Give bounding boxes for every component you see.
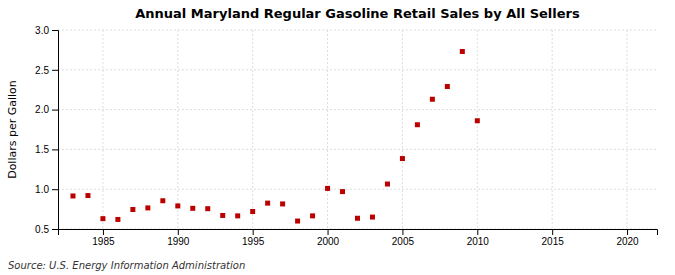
x-axis-tick: 2015 bbox=[542, 229, 565, 247]
annotation: Source: U.S. Energy Information Administ… bbox=[8, 260, 245, 271]
y-axis-tick-label: 1.0 bbox=[35, 184, 49, 195]
point bbox=[265, 201, 270, 206]
grid-line-x bbox=[627, 30, 628, 229]
y-axis-tick: 2.0 bbox=[35, 104, 58, 115]
x-axis-tick-label: 1990 bbox=[167, 236, 190, 247]
point bbox=[220, 213, 225, 218]
x-axis-tick: 2005 bbox=[392, 229, 415, 247]
x-axis-tick-mark bbox=[402, 229, 403, 235]
x-axis-tick: 1990 bbox=[167, 229, 190, 247]
x-axis-tick: 2020 bbox=[616, 229, 639, 247]
y-axis-tick-label: 0.5 bbox=[35, 224, 49, 235]
x-axis-tick-label: 2010 bbox=[467, 236, 490, 247]
x-axis-tick-mark bbox=[253, 229, 254, 235]
y-axis-tick-mark bbox=[52, 110, 58, 111]
x-axis: 1985 1990 1995 2000 2005 2010 2015 2020 bbox=[59, 229, 658, 247]
y-axis-tick-label: 3.0 bbox=[35, 25, 49, 36]
grid-line-y bbox=[58, 30, 657, 31]
point bbox=[370, 215, 375, 220]
point bbox=[70, 193, 75, 198]
point bbox=[145, 205, 150, 210]
x-axis-tick-mark bbox=[328, 229, 329, 235]
y-axis-tick: 0.5 bbox=[35, 224, 58, 235]
point bbox=[115, 217, 120, 222]
point bbox=[85, 193, 90, 198]
point bbox=[460, 49, 465, 54]
y-axis-tick-label: 2.0 bbox=[35, 104, 49, 115]
y-axis: 0.5 1.0 1.5 2.0 2.5 3.0 bbox=[35, 25, 58, 235]
point bbox=[100, 216, 105, 221]
x-axis-line bbox=[59, 230, 658, 236]
grid-line-x bbox=[552, 30, 553, 229]
y-axis-line bbox=[52, 31, 59, 230]
grid-line-y bbox=[58, 149, 657, 150]
point bbox=[340, 189, 345, 194]
point bbox=[385, 182, 390, 187]
point bbox=[430, 97, 435, 102]
x-axis-tick: 1995 bbox=[242, 229, 265, 247]
plot: 1985 1990 1995 2000 2005 2010 2015 2020 0.5 1.0 1.… bbox=[35, 25, 657, 247]
point bbox=[190, 206, 195, 211]
point bbox=[475, 118, 480, 123]
y-axis-tick: 1.5 bbox=[35, 144, 58, 155]
x-axis-tick-mark bbox=[627, 229, 628, 235]
point bbox=[250, 209, 255, 214]
x-axis-tick-mark bbox=[103, 229, 104, 235]
x-axis-tick-mark bbox=[552, 229, 553, 235]
point bbox=[445, 84, 450, 89]
y-axis-tick-mark bbox=[52, 189, 58, 190]
title: Annual Maryland Regular Gasoline Retail … bbox=[135, 6, 580, 21]
x-axis-tick-label: 2000 bbox=[317, 236, 340, 247]
point bbox=[175, 203, 180, 208]
x-axis-tick-label: 1985 bbox=[92, 236, 115, 247]
point bbox=[400, 156, 405, 161]
y-axis-tick-mark bbox=[52, 30, 58, 31]
point bbox=[160, 198, 165, 203]
x-axis-tick-mark bbox=[477, 229, 478, 235]
y-axis-tick-mark bbox=[52, 149, 58, 150]
point bbox=[355, 216, 360, 221]
y-axis-tick: 1.0 bbox=[35, 184, 58, 195]
grid-line-x bbox=[102, 30, 103, 229]
point bbox=[325, 186, 330, 191]
grid-line-x bbox=[252, 30, 253, 229]
point bbox=[310, 213, 315, 218]
point bbox=[205, 206, 210, 211]
point bbox=[280, 201, 285, 206]
x-axis-tick-label: 2005 bbox=[392, 236, 415, 247]
point bbox=[415, 122, 420, 127]
grid bbox=[58, 30, 657, 229]
x-axis-tick-mark bbox=[178, 229, 179, 235]
x-axis-tick: 2000 bbox=[317, 229, 340, 247]
y-axis-tick-mark bbox=[52, 229, 58, 230]
point bbox=[235, 213, 240, 218]
y-axis-tick-mark bbox=[52, 70, 58, 71]
grid-line-x bbox=[177, 30, 178, 229]
x-axis-tick-label: 2015 bbox=[542, 236, 565, 247]
points bbox=[70, 49, 479, 224]
grid-line-x bbox=[477, 30, 478, 229]
x-axis-tick-label: 1995 bbox=[242, 236, 265, 247]
grid-line-y bbox=[58, 109, 657, 110]
grid-line-y bbox=[58, 189, 657, 190]
x-axis-tick: 1985 bbox=[92, 229, 115, 247]
y-axis-tick: 3.0 bbox=[35, 25, 58, 36]
x-axis-tick: 2010 bbox=[467, 229, 490, 247]
grid-line-x bbox=[402, 30, 403, 229]
grid-line-x bbox=[327, 30, 328, 229]
y-axis-tick: 2.5 bbox=[35, 65, 58, 76]
point bbox=[130, 207, 135, 212]
y-axis-title: Dollars per Gallon bbox=[6, 80, 19, 179]
y-axis-tick-label: 1.5 bbox=[35, 144, 49, 155]
x-axis-tick-label: 2020 bbox=[616, 236, 639, 247]
chart: 1985 1990 1995 2000 2005 2010 2015 2020 0.5 1.0 1.… bbox=[0, 0, 675, 275]
grid-line-y bbox=[58, 69, 657, 70]
point bbox=[295, 219, 300, 224]
y-axis-tick-label: 2.5 bbox=[35, 65, 49, 76]
